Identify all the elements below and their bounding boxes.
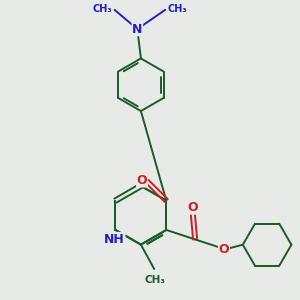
Text: O: O [137, 174, 147, 187]
Text: O: O [219, 242, 229, 256]
Text: N: N [132, 22, 142, 36]
Text: CH₃: CH₃ [92, 4, 112, 14]
Text: O: O [187, 201, 198, 214]
Text: NH: NH [104, 232, 125, 245]
Text: CH₃: CH₃ [145, 275, 166, 285]
Text: CH₃: CH₃ [168, 4, 187, 14]
